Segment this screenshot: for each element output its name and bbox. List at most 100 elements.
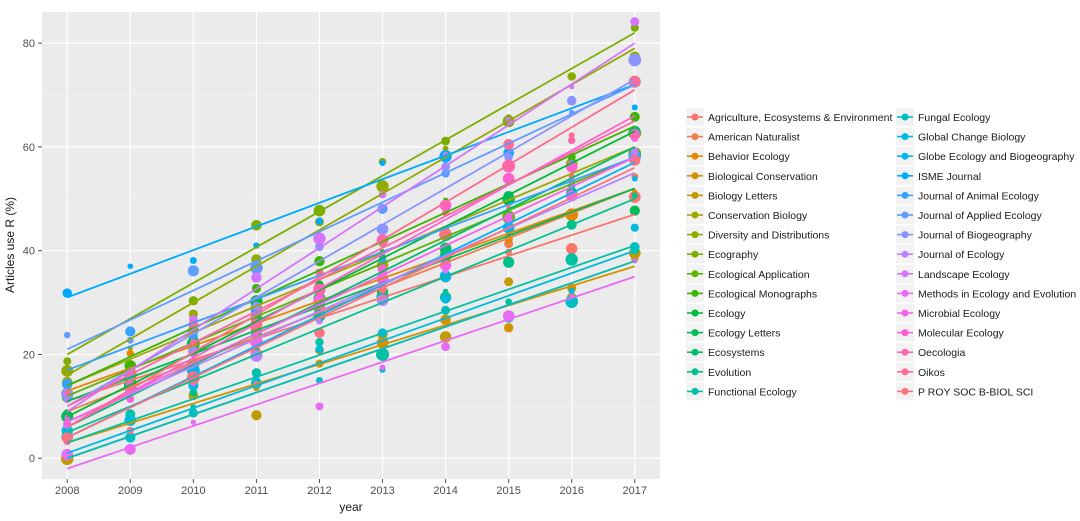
trend-line bbox=[66, 42, 636, 413]
legend-point bbox=[691, 172, 699, 180]
legend-point bbox=[691, 231, 699, 239]
legend-label: Evolution bbox=[708, 367, 751, 379]
data-point bbox=[629, 111, 640, 122]
data-point bbox=[187, 265, 199, 277]
legend-point bbox=[691, 289, 699, 297]
legend-item: Ecology Letters bbox=[686, 323, 780, 342]
data-point bbox=[190, 419, 197, 425]
data-point bbox=[64, 389, 71, 396]
data-point bbox=[631, 104, 638, 111]
legend-point bbox=[901, 289, 909, 297]
trend-line bbox=[66, 265, 636, 444]
legend-item: Journal of Biogeography bbox=[896, 225, 1033, 244]
trend-line bbox=[66, 260, 636, 460]
x-tick-label: 2014 bbox=[433, 485, 457, 497]
trend-line bbox=[66, 31, 636, 356]
x-axis-title: year bbox=[339, 500, 362, 514]
data-point bbox=[631, 192, 638, 199]
data-point bbox=[376, 180, 389, 193]
legend-label: Biology Letters bbox=[708, 190, 777, 202]
legend-item: ISME Journal bbox=[896, 166, 981, 185]
legend-label: Ecological Monographs bbox=[708, 288, 817, 300]
legend-item: Journal of Animal Ecology bbox=[896, 186, 1040, 205]
x-tick-label: 2009 bbox=[118, 485, 142, 497]
data-point bbox=[504, 153, 513, 162]
data-point bbox=[630, 223, 639, 232]
legend-item: Biological Conservation bbox=[686, 166, 818, 185]
legend-item: Fungal Ecology bbox=[896, 108, 991, 126]
legend-item: Conservation Biology bbox=[686, 206, 808, 224]
y-axis-title: Articles use R (%) bbox=[3, 197, 17, 293]
legend-label: Microbial Ecology bbox=[918, 308, 1001, 320]
legend-item: Ecological Monographs bbox=[686, 284, 817, 303]
data-point bbox=[315, 337, 324, 347]
legend-item: Oecologia bbox=[896, 343, 965, 362]
y-tick-label: 20 bbox=[23, 349, 35, 361]
x-tick-label: 2015 bbox=[496, 485, 520, 497]
legend-point bbox=[691, 133, 699, 141]
legend-item: Globe Ecology and Biogeography bbox=[896, 147, 1075, 166]
trend-line bbox=[66, 78, 636, 408]
data-point bbox=[631, 175, 638, 182]
legend-item: Molecular Ecology bbox=[896, 323, 1005, 342]
data-point bbox=[628, 75, 641, 88]
data-point bbox=[315, 402, 324, 411]
data-point bbox=[63, 331, 71, 339]
legend-label: ISME Journal bbox=[918, 171, 981, 183]
data-point bbox=[251, 410, 262, 421]
legend-label: Global Change Biology bbox=[918, 132, 1026, 144]
data-point bbox=[189, 257, 197, 265]
legend-label: American Naturalist bbox=[708, 132, 800, 144]
legend-point bbox=[691, 270, 699, 278]
legend-label: Journal of Biogeography bbox=[918, 230, 1033, 242]
data-point bbox=[125, 326, 136, 337]
legend-label: Journal of Animal Ecology bbox=[918, 190, 1040, 202]
data-point bbox=[376, 347, 390, 361]
legend-label: Oikos bbox=[918, 367, 945, 379]
legend-label: Conservation Biology bbox=[708, 210, 808, 222]
legend-point bbox=[691, 191, 699, 199]
legend-point bbox=[901, 309, 909, 317]
trend-line bbox=[66, 166, 636, 439]
data-point bbox=[442, 145, 449, 152]
data-point bbox=[316, 318, 323, 325]
legend-item: Oikos bbox=[896, 362, 945, 381]
legend-item: P ROY SOC B-BIOL SCI bbox=[896, 382, 1033, 401]
legend-point bbox=[901, 191, 909, 199]
y-tick-label: 60 bbox=[23, 142, 35, 154]
legend-label: Ecology bbox=[708, 308, 746, 320]
plot-area bbox=[60, 17, 642, 470]
legend-point bbox=[901, 113, 909, 121]
data-point bbox=[315, 217, 324, 225]
data-point bbox=[629, 242, 640, 252]
data-point bbox=[313, 232, 326, 245]
data-point bbox=[629, 205, 640, 216]
x-tick-label: 2010 bbox=[181, 485, 205, 497]
legend-item: Ecography bbox=[686, 245, 759, 264]
y-tick-label: 0 bbox=[29, 453, 35, 465]
legend-item: Journal of Applied Ecology bbox=[896, 206, 1042, 224]
data-point bbox=[251, 272, 262, 283]
x-tick-label: 2011 bbox=[245, 485, 269, 497]
data-point bbox=[568, 287, 575, 295]
trend-line bbox=[66, 156, 636, 423]
trend-line bbox=[66, 130, 636, 418]
legend-item: Ecological Application bbox=[686, 264, 810, 283]
trend-lines bbox=[66, 31, 636, 470]
legend-point bbox=[691, 113, 699, 121]
legend-label: Biological Conservation bbox=[708, 171, 818, 183]
legend-label: Functional Ecology bbox=[708, 386, 797, 398]
trend-line bbox=[66, 249, 636, 454]
data-point bbox=[63, 357, 72, 366]
legend-point bbox=[691, 211, 699, 219]
legend-point bbox=[901, 329, 909, 337]
legend-label: Agriculture, Ecosystems & Environment bbox=[708, 112, 892, 124]
legend-point bbox=[691, 329, 699, 337]
data-point bbox=[439, 242, 452, 255]
y-tick-label: 40 bbox=[23, 246, 35, 258]
legend-label: Globe Ecology and Biogeography bbox=[918, 151, 1075, 163]
trend-line bbox=[66, 146, 636, 387]
x-tick-label: 2016 bbox=[559, 485, 583, 497]
data-point bbox=[377, 264, 388, 274]
legend-item: Evolution bbox=[686, 362, 751, 381]
